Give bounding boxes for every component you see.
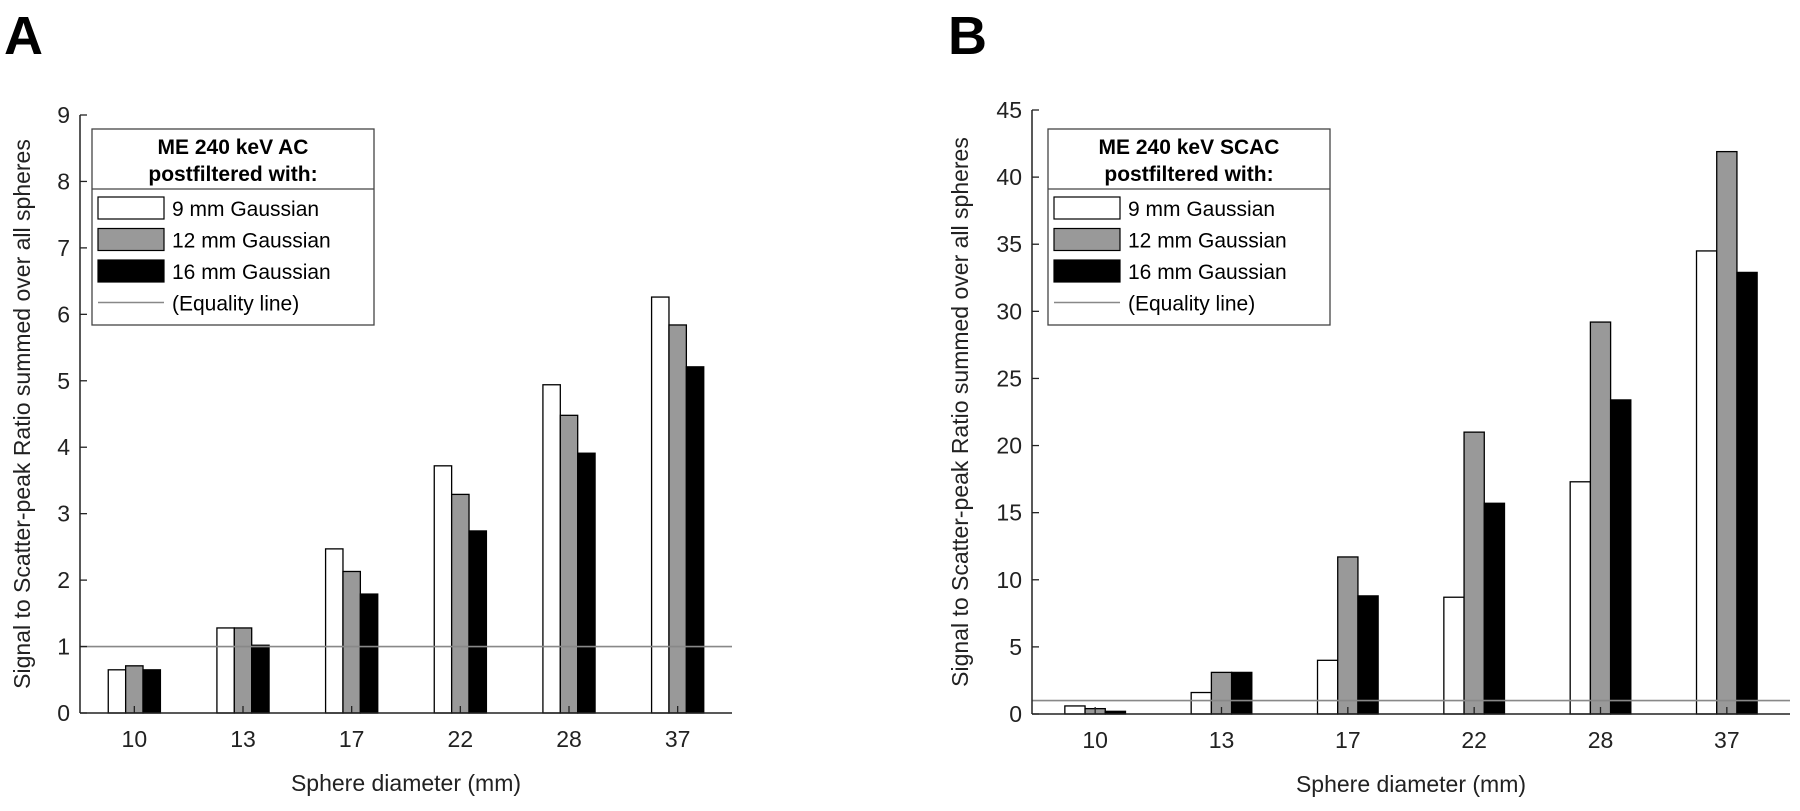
y-tick-label: 9 — [57, 102, 70, 128]
x-tick-label: 17 — [339, 726, 365, 752]
y-tick-label: 6 — [57, 301, 70, 327]
chart-panel-b: B 10 13 17 22 28 37 0 5 10 15 20 25 30 35 40 45 Sphere di… — [947, 6, 1790, 797]
y-tick-label: 2 — [57, 567, 70, 593]
bar-17-12-mm-gaussian — [342, 570, 362, 714]
legend-entry: 9 mm Gaussian — [172, 198, 319, 221]
bar-17-16-mm-gaussian — [1357, 595, 1379, 715]
bar-10-12-mm-gaussian — [124, 665, 144, 714]
y-tick-label: 5 — [57, 368, 70, 394]
bar-37-12-mm-gaussian — [668, 324, 688, 714]
x-tick-label: 28 — [556, 726, 582, 752]
bar-37-16-mm-gaussian — [1736, 271, 1758, 715]
legend-box — [1047, 128, 1331, 326]
bar-37-12-mm-gaussian — [1716, 150, 1738, 715]
bar-28-9-mm-gaussian — [1569, 481, 1592, 715]
y-tick-label: 40 — [996, 164, 1022, 190]
legend-swatch — [97, 196, 165, 220]
bar-13-12-mm-gaussian — [233, 627, 253, 714]
legend: ME 240 keV SCAC postfiltered with: 9 mm Ga… — [1047, 128, 1331, 326]
legend-entry: 12 mm Gaussian — [1128, 230, 1287, 253]
legend-entry: 16 mm Gaussian — [1128, 261, 1287, 284]
y-tick-label: 1 — [57, 634, 70, 660]
bar-17-12-mm-gaussian — [1337, 556, 1359, 715]
legend-entry: 9 mm Gaussian — [1128, 198, 1275, 221]
x-tick-label: 22 — [1461, 727, 1487, 753]
bar-28-12-mm-gaussian — [559, 414, 579, 714]
legend-swatch — [97, 259, 165, 283]
bar-10-16-mm-gaussian — [142, 669, 162, 714]
bar-13-16-mm-gaussian — [1230, 671, 1253, 715]
chart-panel-a: A 10 13 17 22 28 37 0 1 2 3 4 5 6 7 8 9 Sphere diameter (… — [4, 6, 732, 796]
y-tick-label: 3 — [57, 501, 70, 527]
bar-28-16-mm-gaussian — [577, 452, 596, 714]
legend-entry: (Equality line) — [172, 293, 299, 316]
legend-swatch — [1053, 227, 1121, 252]
legend-swatch — [1053, 259, 1121, 283]
bar-22-12-mm-gaussian — [1463, 431, 1485, 715]
y-tick-label: 0 — [57, 700, 70, 726]
panel-letter: A — [4, 6, 43, 66]
x-tick-label: 37 — [665, 726, 691, 752]
x-tick-label: 13 — [230, 726, 256, 752]
y-tick-label: 30 — [996, 298, 1022, 324]
x-tick-label: 10 — [1082, 727, 1108, 753]
bar-28-16-mm-gaussian — [1609, 399, 1632, 715]
bar-17-9-mm-gaussian — [1316, 659, 1339, 715]
bar-37-9-mm-gaussian — [650, 296, 670, 714]
x-tick-label: 37 — [1714, 727, 1740, 753]
legend-swatch — [97, 227, 165, 252]
legend-swatch — [1053, 196, 1121, 220]
legend-subtitle: postfiltered with: — [1104, 163, 1273, 186]
x-axis-label: Sphere diameter (mm) — [291, 770, 521, 796]
legend-subtitle: postfiltered with: — [148, 163, 317, 186]
y-tick-label: 35 — [996, 231, 1022, 257]
bar-17-9-mm-gaussian — [324, 548, 344, 714]
bar-37-16-mm-gaussian — [685, 366, 705, 714]
bar-22-9-mm-gaussian — [433, 465, 453, 714]
x-tick-label: 28 — [1588, 727, 1614, 753]
legend-box — [91, 128, 375, 326]
bar-10-9-mm-gaussian — [107, 669, 127, 714]
y-tick-label: 15 — [996, 500, 1022, 526]
x-axis-label: Sphere diameter (mm) — [1296, 771, 1526, 797]
x-tick-label: 10 — [122, 726, 148, 752]
legend: ME 240 keV AC postfiltered with: 9 mm Gaus… — [91, 128, 375, 326]
bar-13-9-mm-gaussian — [216, 627, 235, 714]
y-tick-label: 25 — [996, 365, 1022, 391]
bar-22-9-mm-gaussian — [1443, 596, 1465, 715]
panel-letter: B — [948, 6, 987, 66]
y-tick-label: 45 — [996, 97, 1022, 123]
y-tick-label: 0 — [1009, 701, 1022, 727]
y-axis-label: Signal to Scatter-peak Ratio summed over… — [947, 137, 973, 687]
x-tick-label: 17 — [1335, 727, 1361, 753]
legend-entry: 12 mm Gaussian — [172, 230, 331, 253]
legend-title: ME 240 keV AC — [158, 136, 309, 159]
y-tick-label: 10 — [996, 567, 1022, 593]
bar-37-9-mm-gaussian — [1695, 250, 1718, 715]
legend-entry: (Equality line) — [1128, 293, 1255, 316]
y-tick-label: 7 — [57, 235, 70, 261]
bar-13-9-mm-gaussian — [1190, 691, 1213, 715]
y-tick-label: 4 — [57, 434, 70, 460]
bar-17-16-mm-gaussian — [359, 593, 379, 714]
bar-22-16-mm-gaussian — [1483, 502, 1506, 715]
y-tick-label: 8 — [57, 168, 70, 194]
x-tick-label: 13 — [1209, 727, 1235, 753]
bar-28-9-mm-gaussian — [542, 384, 561, 714]
legend-entry: 16 mm Gaussian — [172, 261, 331, 284]
bar-10-9-mm-gaussian — [1064, 705, 1086, 715]
bar-22-16-mm-gaussian — [468, 530, 488, 714]
y-tick-label: 5 — [1009, 634, 1022, 660]
x-tick-label: 22 — [448, 726, 474, 752]
bar-28-12-mm-gaussian — [1589, 321, 1612, 715]
y-tick-label: 20 — [996, 433, 1022, 459]
bar-13-16-mm-gaussian — [251, 644, 270, 714]
bar-22-12-mm-gaussian — [450, 493, 470, 714]
y-axis-label: Signal to Scatter-peak Ratio summed over… — [9, 139, 35, 689]
legend-title: ME 240 keV SCAC — [1099, 136, 1280, 159]
